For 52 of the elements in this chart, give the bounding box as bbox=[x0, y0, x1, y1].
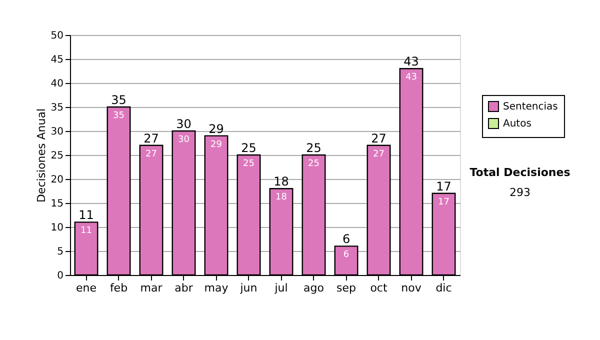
legend-label: Autos bbox=[503, 118, 532, 130]
data-label: 6 bbox=[343, 250, 350, 260]
y-tick-label: 10 bbox=[50, 222, 64, 234]
y-tick-label: 0 bbox=[57, 270, 64, 282]
data-label: 11 bbox=[80, 226, 92, 236]
y-tick-label: 20 bbox=[50, 174, 64, 186]
text: 293 bbox=[510, 186, 530, 199]
data-label: 25 bbox=[243, 159, 254, 169]
text: Total Decisiones bbox=[470, 166, 571, 179]
total-label: 25 bbox=[306, 141, 322, 155]
data-label: 18 bbox=[276, 192, 288, 203]
total-label: 30 bbox=[176, 117, 192, 131]
y-tick-label: 30 bbox=[50, 126, 64, 138]
total-label: 25 bbox=[241, 141, 256, 155]
data-label: 27 bbox=[373, 149, 384, 160]
total-label: 27 bbox=[371, 131, 386, 146]
y-tick-label: 50 bbox=[50, 30, 64, 42]
data-label: 35 bbox=[113, 111, 124, 121]
data-label: 17 bbox=[438, 197, 450, 208]
data-label: 27 bbox=[146, 149, 157, 160]
total-label: 6 bbox=[342, 232, 350, 246]
x-tick-label: ago bbox=[304, 282, 324, 294]
y-tick-label: 25 bbox=[50, 150, 64, 162]
y-tick-label: 5 bbox=[57, 246, 64, 258]
legend-label: Sentencias bbox=[503, 102, 558, 112]
x-tick-label: dic bbox=[436, 282, 452, 294]
x-tick-label: ene bbox=[76, 282, 97, 294]
x-tick-label: jun bbox=[239, 282, 258, 294]
total-label: 17 bbox=[436, 179, 452, 194]
y-tick-label: 45 bbox=[50, 54, 64, 66]
total-label: 43 bbox=[404, 54, 419, 69]
x-tick-label: may bbox=[204, 282, 229, 294]
y-axis-title: Decisiones Anual bbox=[34, 108, 48, 203]
x-tick-label: sep bbox=[336, 282, 356, 294]
data-label: 29 bbox=[210, 140, 222, 150]
y-tick-label: 15 bbox=[50, 198, 64, 210]
total-label: 35 bbox=[111, 93, 126, 107]
x-tick-label: mar bbox=[140, 282, 163, 294]
data-label: 43 bbox=[406, 72, 417, 83]
x-tick-label: jul bbox=[274, 282, 288, 294]
total-label: 27 bbox=[144, 131, 159, 146]
y-tick-label: 35 bbox=[50, 102, 64, 114]
total-label: 11 bbox=[78, 208, 94, 222]
x-tick-label: feb bbox=[110, 282, 128, 294]
x-tick-label: abr bbox=[174, 282, 194, 294]
x-tick-label: nov bbox=[401, 282, 422, 294]
y-tick-label: 40 bbox=[50, 78, 64, 90]
total-label: 18 bbox=[274, 174, 289, 189]
data-label: 25 bbox=[308, 159, 320, 169]
data-label: 30 bbox=[178, 135, 190, 145]
x-tick-label: oct bbox=[370, 282, 388, 294]
total-label: 29 bbox=[208, 122, 224, 136]
